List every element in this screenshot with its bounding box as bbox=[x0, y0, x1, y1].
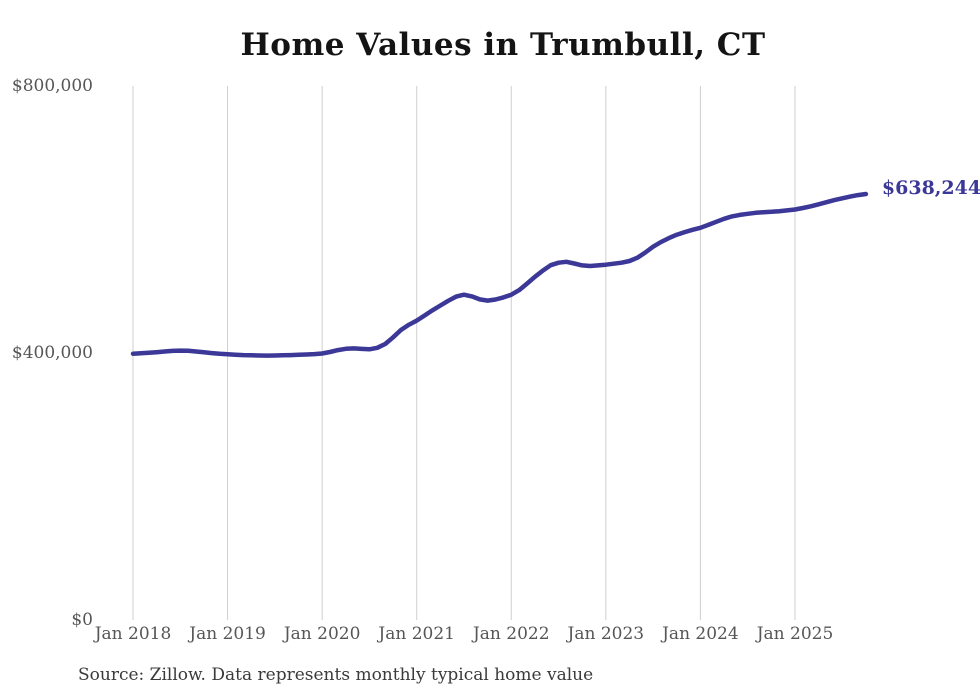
y-axis-tick-label: $0 bbox=[71, 610, 93, 630]
source-note: Source: Zillow. Data represents monthly … bbox=[78, 665, 594, 685]
x-axis-tick-label: Jan 2023 bbox=[567, 624, 645, 644]
x-axis-tick-label: Jan 2020 bbox=[283, 624, 361, 644]
x-axis-tick-label: Jan 2025 bbox=[756, 624, 834, 644]
y-axis-tick-label: $800,000 bbox=[11, 76, 93, 96]
x-axis-tick-label: Jan 2024 bbox=[662, 624, 739, 644]
latest-value-label: $638,244 bbox=[881, 176, 980, 199]
home-value-line bbox=[130, 191, 869, 358]
x-axis-tick-label: Jan 2018 bbox=[94, 624, 172, 644]
y-axis-tick-label: $400,000 bbox=[11, 343, 93, 363]
x-axis-tick-label: Jan 2022 bbox=[472, 624, 550, 644]
x-axis-tick-label: Jan 2019 bbox=[189, 624, 266, 644]
chart-title: Home Values in Trumbull, CT bbox=[240, 27, 766, 63]
x-axis-tick-label: Jan 2021 bbox=[378, 624, 455, 644]
